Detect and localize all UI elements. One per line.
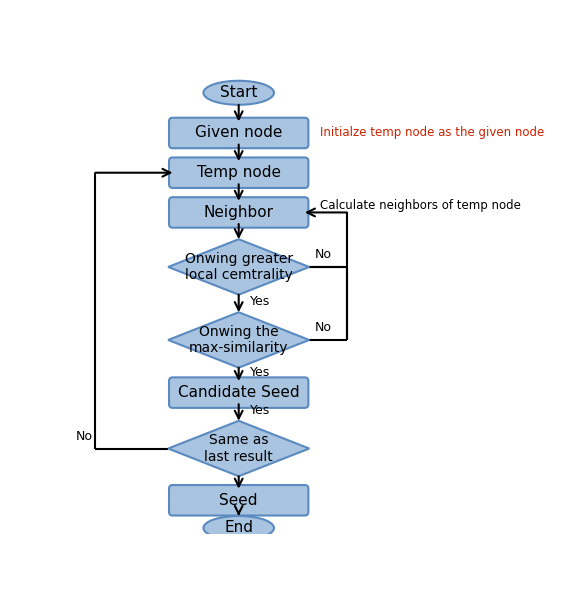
FancyBboxPatch shape — [169, 118, 308, 148]
FancyBboxPatch shape — [169, 377, 308, 408]
FancyBboxPatch shape — [169, 157, 308, 188]
Polygon shape — [168, 239, 310, 295]
Text: No: No — [315, 322, 332, 334]
Text: Initialze temp node as the given node: Initialze temp node as the given node — [320, 127, 545, 139]
Text: No: No — [315, 248, 332, 262]
Text: Temp node: Temp node — [197, 165, 281, 180]
Text: Neighbor: Neighbor — [204, 205, 274, 220]
Ellipse shape — [204, 516, 274, 540]
Polygon shape — [168, 312, 310, 368]
Text: Same as
last result: Same as last result — [204, 433, 273, 464]
Text: Onwing the
max-similarity: Onwing the max-similarity — [189, 325, 288, 355]
Polygon shape — [168, 421, 310, 476]
FancyBboxPatch shape — [169, 197, 308, 227]
Text: Seed: Seed — [220, 493, 258, 508]
Text: Given node: Given node — [195, 125, 282, 140]
Text: Calculate neighbors of temp node: Calculate neighbors of temp node — [320, 199, 521, 212]
Text: Yes: Yes — [250, 404, 270, 416]
Text: Start: Start — [220, 85, 257, 100]
Text: Onwing greater
local cemtrality: Onwing greater local cemtrality — [184, 252, 293, 282]
Text: End: End — [224, 520, 253, 535]
Text: Yes: Yes — [250, 295, 270, 308]
Ellipse shape — [204, 81, 274, 105]
FancyBboxPatch shape — [169, 485, 308, 515]
Text: Yes: Yes — [250, 365, 270, 379]
Text: No: No — [76, 430, 93, 443]
Text: Candidate Seed: Candidate Seed — [178, 385, 299, 400]
